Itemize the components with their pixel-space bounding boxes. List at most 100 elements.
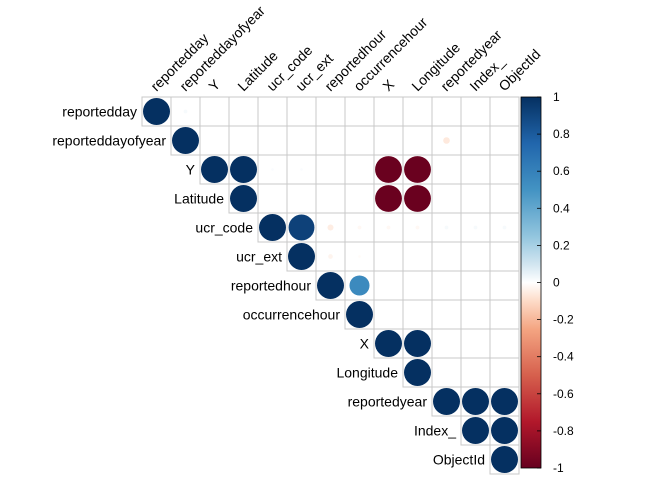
grid-cell [431,357,462,388]
color-bar-tick-label: 0.6 [553,164,570,178]
row-label-ucr-code: ucr_code [195,220,253,236]
corr-circle-x-longitude [404,330,431,357]
grid-cell [402,299,433,330]
row-label-ucr-ext: ucr_ext [236,249,282,265]
row-label-reportedyear: reportedyear [348,394,428,410]
corr-circle-x-x [375,330,402,357]
row-label-reporteddayofyear: reporteddayofyear [52,133,166,149]
corr-circle-y-latitude [230,156,257,183]
grid-cell [460,270,491,301]
corr-circle-ucr-code-reportedyear [444,225,449,230]
grid-cell [373,96,404,127]
row-label-x: X [360,336,370,352]
corr-circle-occurrencehour-occurrencehour [346,301,373,328]
corr-circle-reportedhour-occurrencehour [349,275,370,296]
grid-cell [344,96,375,127]
corr-circle-ucr-ext-ucr-ext [288,243,315,270]
corr-circle-reportedyear-reportedyear [433,388,460,415]
col-label-objectid: ObjectId [495,46,543,94]
grid-cell [460,125,491,156]
row-label-occurrencehour: occurrencehour [243,307,341,323]
corr-circle-reportedday-reportedday [143,98,170,125]
row-label-objectid: ObjectId [433,452,485,468]
grid-cell [257,183,288,214]
grid-cell [431,299,462,330]
grid-cell [460,299,491,330]
corr-circle-latitude-x [375,185,402,212]
row-label-longitude: Longitude [336,365,398,381]
grid-cell [402,241,433,272]
grid-cell [373,270,404,301]
corr-circle-index-objectid [491,417,518,444]
grid-cell [431,270,462,301]
grid-cell [402,125,433,156]
col-label-x: X [379,76,397,94]
grid-cell [489,357,520,388]
grid-cell [489,183,520,214]
grid-cell [344,125,375,156]
grid-cell [431,183,462,214]
corr-circle-ucr-code-occurrencehour [357,225,362,230]
grid-cell [315,96,346,127]
color-bar-tick-label: -1 [553,461,564,475]
col-label-y: Y [205,76,223,94]
row-label-reportedhour: reportedhour [231,278,312,294]
corr-circle-latitude-longitude [404,185,431,212]
grid-cell [315,183,346,214]
grid-cell [257,125,288,156]
color-bar-tick-label: -0.2 [553,313,574,327]
corr-circle-ucr-ext-reportedhour [328,254,333,259]
corr-circle-reporteddayofyear-reporteddayofyear [172,127,199,154]
corr-circle-ucr-code-index [473,225,478,230]
corr-circle-ucr-code-reportedhour [327,224,334,231]
corr-circle-index-index [462,417,489,444]
color-bar-tick-label: -0.8 [553,424,574,438]
grid-cell [489,270,520,301]
grid-cell [489,96,520,127]
grid-cell [199,96,230,127]
corr-circle-ucr-code-x [386,225,391,230]
corr-circle-reportedyear-index [462,388,489,415]
grid-cell [286,96,317,127]
color-bar-tick-label: -0.4 [553,350,574,364]
grid-cell [315,125,346,156]
grid-cell [402,270,433,301]
corr-circle-reporteddayofyear-reportedyear [443,137,450,144]
row-label-index: Index_ [414,423,456,439]
grid-cell [373,241,404,272]
color-bar-tick-label: 0.8 [553,127,570,141]
color-legend: 1 0.8 0.6 0.4 0.2 0 -0.2 -0.4 -0.6 -0.8 -1 [520,90,574,475]
grid-cell [431,241,462,272]
corr-circle-y-x [375,156,402,183]
grid-cell [402,96,433,127]
grid-cell [344,154,375,185]
grid-cell [286,125,317,156]
row-labels: reportedday reporteddayofyear Y Latitude ucr… [52,104,485,468]
corr-circle-reportedday-reporteddayofyear [183,109,188,114]
corr-circle-reportedhour-reportedhour [317,272,344,299]
grid-cell [286,183,317,214]
color-bar-tick-label: -0.6 [553,387,574,401]
grid-cell [489,154,520,185]
corr-circle-ucr-ext-occurrencehour [358,255,361,258]
grid-cell [257,96,288,127]
row-label-reportedday: reportedday [62,104,137,120]
grid-cell [431,96,462,127]
color-bar-tick-label: 0 [553,276,560,290]
grid-cell [489,328,520,359]
grid-cell [460,183,491,214]
grid-cell [228,125,259,156]
corr-circle-y-longitude [404,156,431,183]
corr-circle-ucr-code-ucr-ext [288,214,315,241]
corr-circle-ucr-code-longitude [415,225,420,230]
corr-circle-ucr-code-ucr-code [259,214,286,241]
corr-circle-y-ucr-code [271,168,274,171]
corr-circle-y-y [201,156,228,183]
grid-cell [344,183,375,214]
grid-cell [489,125,520,156]
corr-circle-reportedyear-objectid [491,388,518,415]
corr-circle-longitude-longitude [404,359,431,386]
grid-cell [460,357,491,388]
